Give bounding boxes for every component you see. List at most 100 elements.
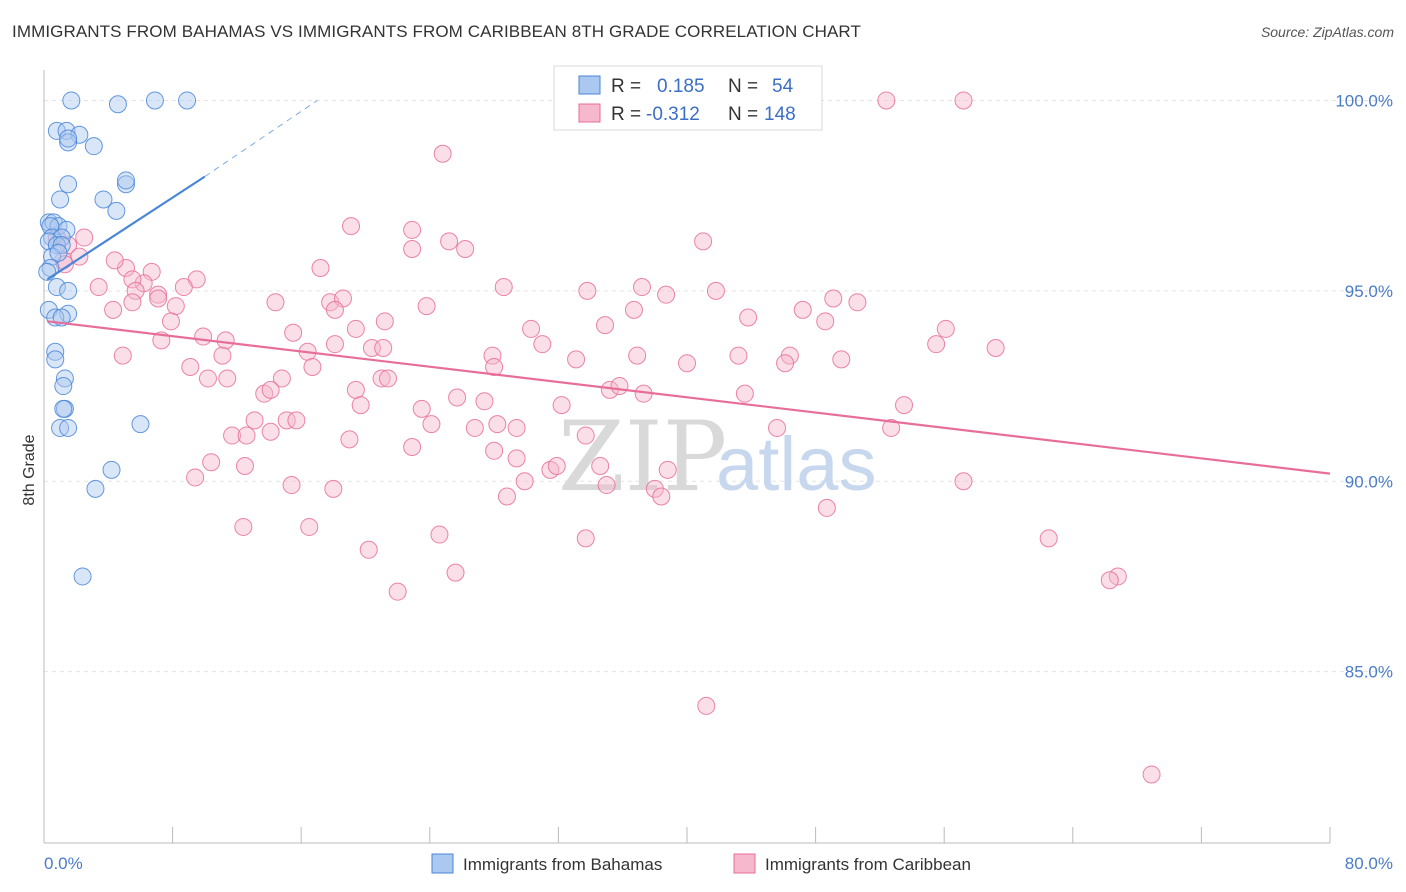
- caribbean-point: [194, 327, 213, 346]
- caribbean-point: [936, 319, 955, 338]
- axes: 85.0% 90.0% 95.0% 100.0% 0.0% 80.0%: [43, 70, 1393, 873]
- caribbean-point: [547, 457, 566, 476]
- watermark: ZIP atlas: [558, 401, 877, 513]
- x-tick-label-max: 80.0%: [1345, 854, 1393, 873]
- caribbean-point: [628, 346, 647, 365]
- caribbean-point: [533, 335, 552, 354]
- caribbean-point: [186, 468, 205, 487]
- caribbean-point: [340, 430, 359, 449]
- series-legend-bahamas-swatch: [431, 853, 454, 874]
- caribbean-point: [645, 479, 664, 498]
- caribbean-point: [422, 415, 441, 434]
- bahamas-point: [46, 350, 65, 369]
- caribbean-point: [287, 411, 306, 430]
- caribbean-point: [300, 517, 319, 536]
- bahamas-points: [38, 91, 197, 586]
- caribbean-point: [216, 331, 235, 350]
- caribbean-point: [351, 396, 370, 415]
- caribbean-point: [277, 411, 296, 430]
- caribbean-point: [776, 354, 795, 373]
- bahamas-point: [59, 281, 78, 300]
- caribbean-point: [494, 278, 513, 297]
- caribbean-point: [403, 239, 422, 258]
- caribbean-point: [882, 418, 901, 437]
- caribbean-point: [235, 457, 254, 476]
- caribbean-point: [166, 297, 185, 316]
- caribbean-point: [706, 281, 725, 300]
- caribbean-point: [832, 350, 851, 369]
- caribbean-point: [284, 323, 303, 342]
- caribbean-point: [374, 338, 393, 357]
- source-credit: Source: ZipAtlas.com: [1260, 24, 1394, 40]
- caribbean-point: [149, 289, 168, 308]
- caribbean-point: [475, 392, 494, 411]
- caribbean-point: [282, 476, 301, 495]
- caribbean-point: [610, 377, 629, 396]
- legend-pink-swatch: [578, 103, 601, 123]
- caribbean-point: [1142, 765, 1161, 784]
- caribbean-point: [379, 369, 398, 388]
- caribbean-point: [75, 228, 94, 247]
- legend-blue-swatch: [578, 75, 601, 95]
- caribbean-point: [234, 517, 253, 536]
- caribbean-point: [213, 346, 232, 365]
- caribbean-point: [174, 278, 193, 297]
- bahamas-point: [86, 479, 105, 498]
- caribbean-point: [483, 346, 502, 365]
- caribbean-point: [223, 426, 242, 445]
- legend-r-label-2: R =: [611, 104, 641, 125]
- watermark-atlas: atlas: [716, 422, 877, 507]
- caribbean-point: [578, 281, 597, 300]
- caribbean-point: [113, 346, 132, 365]
- caribbean-point: [433, 144, 452, 163]
- caribbean-point: [446, 563, 465, 582]
- caribbean-point: [816, 312, 835, 331]
- caribbean-point: [346, 319, 365, 338]
- chart-title: IMMIGRANTS FROM BAHAMAS VS IMMIGRANTS FR…: [12, 22, 861, 41]
- caribbean-point: [488, 415, 507, 434]
- caribbean-point: [507, 418, 526, 437]
- grid-lines: [44, 99, 1390, 673]
- caribbean-point: [552, 396, 571, 415]
- bahamas-point: [54, 399, 73, 418]
- caribbean-point: [591, 457, 610, 476]
- bahamas-point: [108, 95, 127, 114]
- caribbean-point: [735, 384, 754, 403]
- caribbean-point: [272, 369, 291, 388]
- caribbean-point: [456, 239, 475, 258]
- bahamas-point: [59, 418, 78, 437]
- caribbean-point: [325, 335, 344, 354]
- caribbean-point: [237, 426, 256, 445]
- caribbean-point: [375, 312, 394, 331]
- caribbean-point: [202, 453, 221, 472]
- bahamas-point: [116, 171, 135, 190]
- series-legend-caribbean-swatch: [733, 853, 756, 874]
- bahamas-point: [94, 190, 113, 209]
- series-legend-bahamas: Immigrants from Bahamas: [463, 855, 662, 874]
- bahamas-point: [47, 236, 66, 255]
- legend-n-label-2: N =: [728, 104, 758, 125]
- bahamas-point: [116, 175, 135, 194]
- caribbean-point: [817, 498, 836, 517]
- legend-r-label-1: R =: [611, 76, 641, 97]
- caribbean-point: [465, 418, 484, 437]
- caribbean-point: [303, 358, 322, 377]
- caribbean-point: [104, 300, 123, 319]
- caribbean-point: [624, 300, 643, 319]
- caribbean-point: [126, 281, 145, 300]
- caribbean-point: [245, 411, 264, 430]
- caribbean-point: [325, 300, 344, 319]
- correlation-legend: R = 0.185 N = 54 R = -0.312 N = 148: [553, 65, 823, 131]
- legend-n-value-2: 148: [764, 104, 796, 125]
- bahamas-point: [102, 460, 121, 479]
- y-tick-label: 90.0%: [1345, 472, 1393, 491]
- bahamas-point: [73, 567, 92, 586]
- caribbean-point: [342, 217, 361, 236]
- caribbean-point: [388, 582, 407, 601]
- caribbean-point: [768, 418, 787, 437]
- caribbean-point: [123, 293, 142, 312]
- y-tick-label: 85.0%: [1345, 663, 1393, 682]
- caribbean-point: [105, 251, 124, 270]
- caribbean-point: [576, 529, 595, 548]
